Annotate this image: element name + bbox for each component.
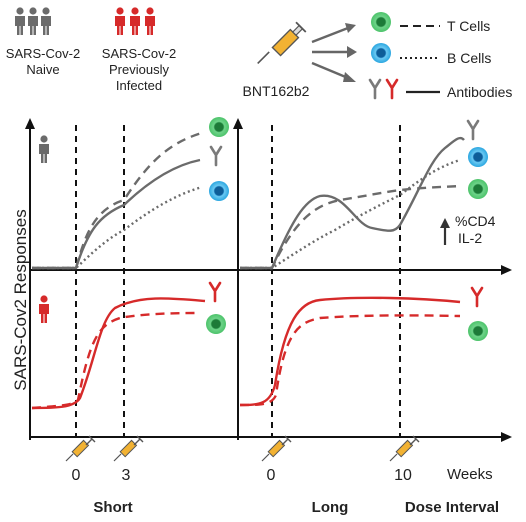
- short-infected-curves: [31, 297, 206, 410]
- legend-arrows: [311, 23, 357, 82]
- long-infected-curves: [239, 296, 461, 407]
- long-naive-t-cell-line: [240, 184, 461, 270]
- short-naive-b-cell-line: [32, 185, 203, 270]
- footer-short: Short: [93, 499, 132, 516]
- long-naive-antibody-line: [240, 136, 465, 270]
- short-naive-b-cell-icon: [209, 181, 229, 201]
- vaccine-syringe-icon: [257, 21, 307, 64]
- footer-dose-interval: Dose Interval: [405, 499, 499, 516]
- long-dose1-syringe-icon: [261, 435, 292, 462]
- short-dose1-syringe-icon: [65, 435, 96, 462]
- naive-label-line1: SARS-Cov-2: [6, 46, 80, 61]
- short-infected-antibody-line: [31, 297, 206, 410]
- annotation-line2: IL-2: [458, 230, 482, 246]
- long-naive-antibody-icon: [466, 119, 480, 141]
- long-dose2-syringe-icon: [389, 435, 420, 462]
- short-dose2-syringe-icon: [113, 435, 144, 462]
- short-infected-antibody-icon: [208, 281, 222, 303]
- annotation-line1: %CD4: [455, 213, 496, 229]
- legend-antibody-icons: [368, 78, 399, 100]
- legend-antibodies-label: Antibodies: [447, 84, 512, 100]
- long-infected-antibody-icon: [470, 286, 484, 308]
- short-naive-curves: [32, 130, 206, 270]
- short-naive-t-cell-line: [32, 130, 206, 270]
- short-infected-t-cell-icon: [206, 314, 226, 334]
- long-naive-b-cell-line: [240, 158, 461, 270]
- infected-label-line2: Previously: [109, 62, 169, 77]
- legend-t-cell-icon: [371, 12, 391, 32]
- short-naive-antibody-line: [32, 158, 201, 270]
- naive-people-icon: [15, 7, 51, 35]
- long-dose1-label: 0: [267, 467, 276, 484]
- long-naive-t-cell-icon: [468, 179, 488, 199]
- infected-label-line1: SARS-Cov-2: [102, 46, 176, 61]
- short-dose1-label: 0: [72, 467, 81, 484]
- naive-panel-person-icon: [39, 135, 49, 163]
- naive-label-line2: Naive: [26, 62, 59, 77]
- vaccine-label: BNT162b2: [243, 83, 310, 99]
- long-infected-antibody-line: [239, 296, 461, 407]
- infected-panel-person-icon: [39, 295, 49, 323]
- y-axis-label: SARS-Cov2 Responses: [11, 209, 30, 390]
- long-dose2-label: 10: [394, 467, 412, 484]
- legend-t-cells-label: T Cells: [447, 18, 490, 34]
- short-dose2-label: 3: [122, 467, 131, 484]
- short-infected-t-cell-line: [31, 311, 201, 410]
- long-naive-b-cell-icon: [468, 147, 488, 167]
- axes: [25, 118, 512, 442]
- infected-label-line3: Infected: [116, 78, 162, 93]
- long-naive-curves: [240, 136, 465, 270]
- legend-b-cell-icon: [371, 43, 391, 63]
- footer-long: Long: [312, 499, 349, 516]
- short-naive-t-cell-icon: [209, 117, 229, 137]
- long-infected-t-cell-line: [239, 314, 461, 407]
- infected-people-icon: [115, 7, 155, 35]
- long-infected-t-cell-icon: [468, 321, 488, 341]
- dose-lines: [75, 125, 401, 437]
- cd4-arrow-icon: [440, 218, 450, 245]
- short-naive-antibody-icon: [209, 145, 223, 167]
- legend-b-cells-label: B Cells: [447, 50, 491, 66]
- x-axis-unit: Weeks: [447, 466, 493, 483]
